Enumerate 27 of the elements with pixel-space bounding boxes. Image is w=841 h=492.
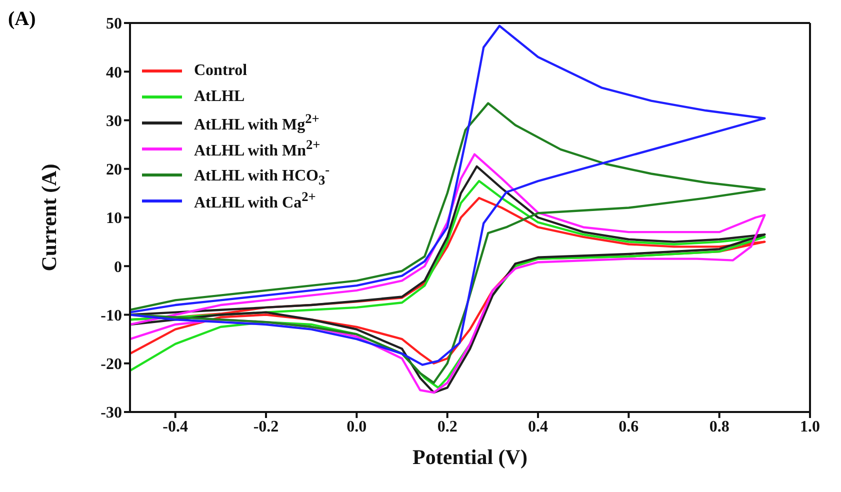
x-tick-label: 0.6 [618,418,639,436]
legend-label: AtLHL with Mg$^{2+}$ [194,111,320,135]
y-tick-label: 20 [106,162,122,179]
y-tick-label: -10 [100,307,122,324]
x-tick-label: -0.2 [253,418,279,436]
x-tick-label: 1.0 [800,418,820,436]
legend-label: AtLHL with Mn$^{2+}$ [194,137,320,161]
legend-label: AtLHL with Ca$^{2+}$ [194,189,316,213]
y-tick-label: 50 [106,16,122,33]
y-tick-label: -20 [100,356,122,374]
x-tick-label: 0.4 [528,418,548,436]
y-tick-label: 10 [106,210,122,228]
line-series [130,24,766,366]
chart-title: (A) [8,8,36,31]
x-tick-label: 0.0 [346,418,367,436]
y-tick-label: 40 [106,64,122,82]
legend-label: AtLHL [194,88,245,106]
y-axis-title: Current (A) [37,164,61,272]
y-tick-label: -30 [100,404,122,422]
y-tick-label: 30 [106,112,122,130]
x-tick-label: 0.2 [437,418,458,436]
legend-label: Control [194,62,248,80]
x-axis-title: Potential (V) [412,445,528,469]
x-tick-label: 0.8 [709,418,730,436]
line-series [130,102,766,384]
y-tick-label: 0 [114,258,122,276]
x-tick-label: -0.4 [162,418,188,436]
